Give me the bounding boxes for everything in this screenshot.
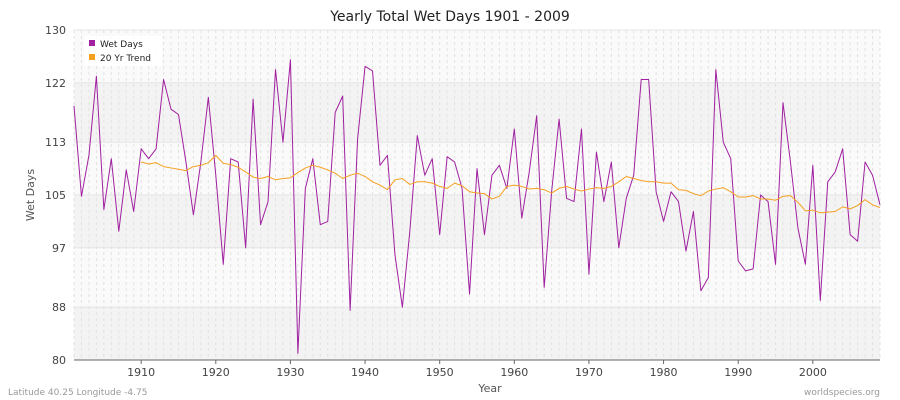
y-tick-label: 113 — [45, 136, 66, 149]
y-axis-label: Wet Days — [24, 169, 37, 222]
y-tick-label: 130 — [45, 24, 66, 37]
y-tick-label: 80 — [52, 354, 66, 367]
series-lines — [73, 59, 881, 354]
footer-coordinates: Latitude 40.25 Longitude -4.75 — [8, 388, 147, 398]
legend-box — [84, 36, 162, 66]
x-tick-label: 1970 — [575, 366, 603, 379]
plot-band — [74, 307, 880, 360]
x-tick-label: 1950 — [426, 366, 454, 379]
x-tick-label: 1930 — [276, 366, 304, 379]
x-tick-label: 1920 — [202, 366, 230, 379]
legend: Wet Days 20 Yr Trend — [84, 36, 162, 66]
y-tick-label: 105 — [45, 189, 66, 202]
y-tick-label: 88 — [52, 301, 66, 314]
x-tick-label: 2000 — [799, 366, 827, 379]
x-tick-label: 1940 — [351, 366, 379, 379]
x-axis-label: Year — [477, 382, 502, 395]
legend-label-wet-days: Wet Days — [100, 40, 143, 50]
x-axis-ticks: 1910 1920 1930 1940 1950 1960 1970 1980 1990 2000 — [127, 360, 827, 379]
plot-band — [74, 195, 880, 248]
x-tick-label: 1910 — [127, 366, 155, 379]
x-tick-label: 1980 — [650, 366, 678, 379]
x-tick-label: 1960 — [500, 366, 528, 379]
chart-title: Yearly Total Wet Days 1901 - 2009 — [329, 9, 570, 25]
footer-source: worldspecies.org — [804, 388, 880, 398]
y-tick-label: 97 — [52, 242, 66, 255]
series-line-wet-days — [73, 59, 881, 354]
x-tick-label: 1990 — [724, 366, 752, 379]
y-tick-label: 122 — [45, 77, 66, 90]
legend-swatch-wet-days — [89, 40, 95, 46]
legend-label-20-yr-trend: 20 Yr Trend — [100, 54, 151, 64]
series-line-20-yr-trend — [141, 154, 881, 214]
legend-swatch-20-yr-trend — [89, 54, 95, 60]
y-axis-ticks: 80 88 97 105 113 122 130 — [45, 24, 66, 367]
